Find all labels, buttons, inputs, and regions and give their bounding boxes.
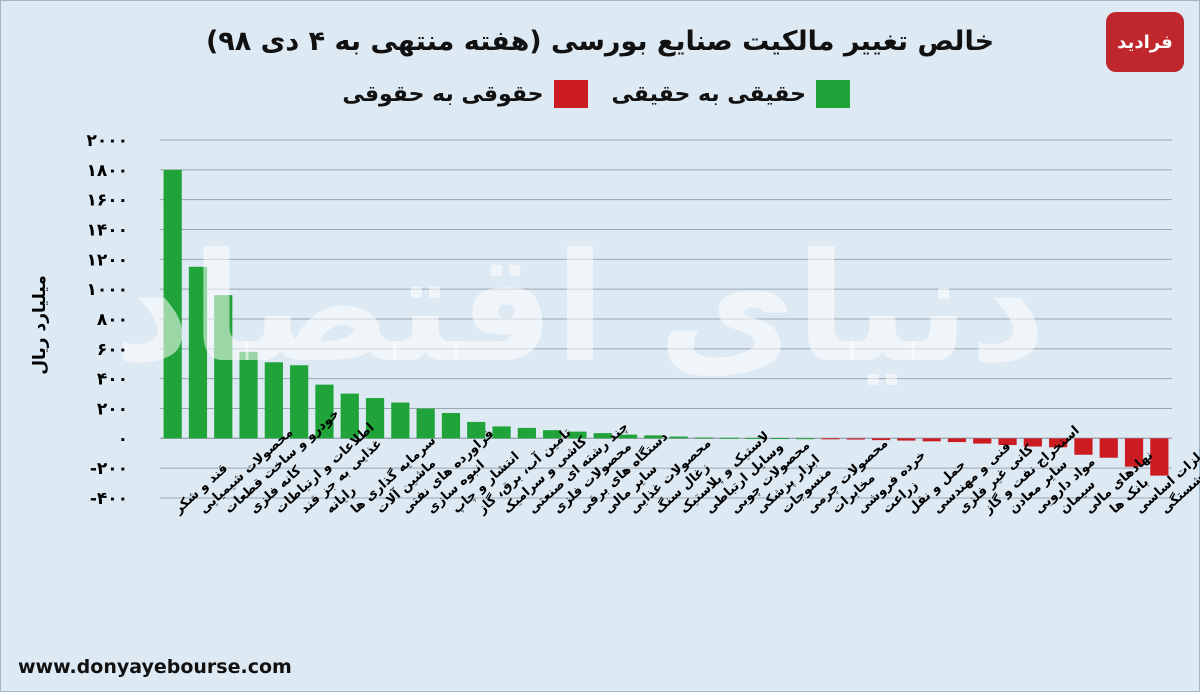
bar (871, 438, 891, 441)
bar (163, 169, 182, 439)
bar (239, 351, 258, 439)
legend-label-green: حقیقی به حقیقی (611, 81, 806, 107)
y-axis-label: میلیارد ریال (30, 275, 50, 374)
bar (998, 438, 1017, 446)
y-tick-label: ۰ (118, 429, 128, 449)
y-tick-label: ۶۰۰ (97, 340, 128, 360)
y-tick-label: ۱۴۰۰ (86, 221, 128, 241)
bar (618, 434, 638, 439)
bar (492, 426, 511, 439)
bar (391, 402, 410, 439)
bar (188, 266, 208, 439)
bar (947, 438, 967, 443)
legend-label-red: حقوقی به حقوقی (342, 81, 544, 107)
y-tick-label: -۲۰۰ (90, 459, 128, 479)
bar (264, 362, 283, 439)
bar (315, 384, 334, 439)
bar (770, 438, 789, 440)
bar (694, 437, 714, 439)
bars (163, 169, 1169, 476)
y-tick-label: ۱۶۰۰ (86, 191, 128, 211)
bar (1124, 438, 1144, 467)
bar (416, 408, 435, 439)
y-tick-label: ۲۰۰۰ (86, 131, 128, 151)
bar (720, 437, 739, 439)
bar (517, 427, 536, 439)
bar (441, 412, 461, 439)
bar (745, 437, 764, 439)
bar (669, 436, 688, 439)
legend: حقیقی به حقیقی حقوقی به حقوقی (342, 80, 850, 108)
y-axis-ticks: ۲۰۰۰۱۸۰۰۱۶۰۰۱۴۰۰۱۲۰۰۱۰۰۰۸۰۰۶۰۰۴۰۰۲۰۰۰-۲۰… (86, 131, 128, 509)
y-tick-label: ۱۰۰۰ (86, 280, 128, 300)
bar (568, 431, 587, 439)
brand-logo: فرادید (1106, 12, 1184, 72)
bar (1023, 438, 1042, 447)
bar (644, 435, 663, 439)
bar (290, 365, 309, 439)
y-tick-label: ۱۸۰۰ (86, 161, 128, 181)
footer-url: www.donyayebourse.com (18, 656, 292, 678)
chart-title: خالص تغییر مالکیت صنایع بورسی (هفته منته… (205, 26, 995, 57)
legend-swatch-green (816, 80, 850, 108)
bar (796, 438, 815, 440)
bar (214, 295, 233, 439)
bar (340, 393, 359, 439)
bar (922, 438, 941, 442)
bar (973, 438, 992, 444)
y-tick-label: -۴۰۰ (90, 489, 128, 509)
y-tick-label: ۸۰۰ (97, 310, 128, 330)
y-tick-label: ۱۲۰۰ (86, 250, 128, 270)
bar (593, 433, 612, 439)
bar (365, 398, 385, 439)
bar (821, 438, 840, 440)
y-tick-label: ۴۰۰ (97, 370, 128, 390)
bar (1150, 438, 1169, 476)
watermark: دنیای اقتصاد (114, 222, 1047, 396)
y-tick-label: ۲۰۰ (97, 400, 128, 420)
bar (1099, 438, 1118, 458)
legend-swatch-red (553, 80, 588, 108)
bar (467, 421, 486, 439)
bar (1074, 438, 1093, 455)
bar (846, 438, 865, 440)
bar (543, 430, 562, 439)
bar (897, 438, 916, 441)
bar (1049, 438, 1068, 448)
